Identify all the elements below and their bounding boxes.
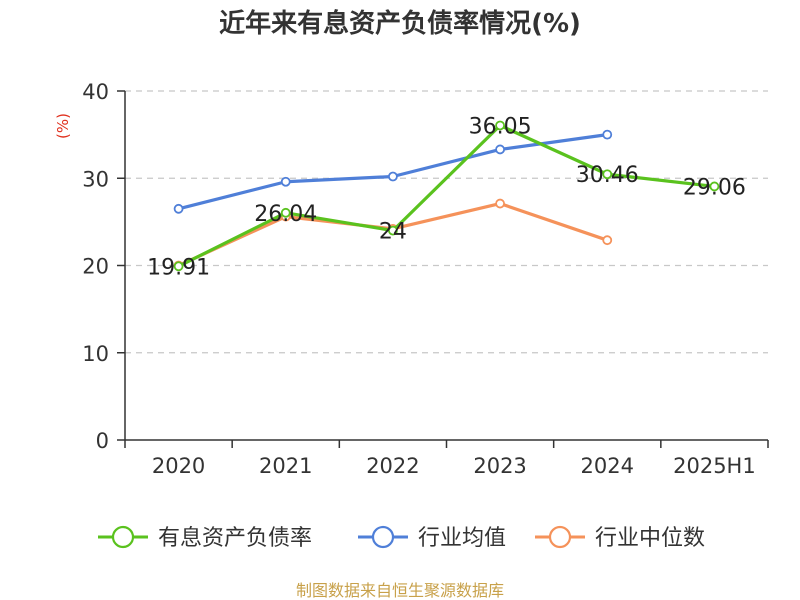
series-lines	[173, 120, 720, 272]
legend-swatch-marker	[111, 525, 135, 549]
axes: 0 10 20 30 40 2020 2021 2022 2023 2024 2025H1	[82, 80, 769, 478]
y-tick-label: 0	[96, 429, 109, 453]
data-point[interactable]	[173, 203, 184, 214]
legend-item[interactable]: 行业中位数	[535, 525, 705, 551]
data-point[interactable]	[495, 198, 505, 209]
series-有息资产负债率	[173, 120, 720, 272]
data-label: 36.05	[469, 114, 532, 139]
x-tick-label: 2021	[259, 454, 312, 478]
y-tick-label: 20	[82, 255, 109, 279]
data-label: 29.06	[683, 175, 746, 200]
chart-title: 近年来有息资产负债率情况(%)	[219, 8, 581, 39]
data-point[interactable]	[173, 261, 184, 272]
data-point[interactable]	[388, 171, 398, 182]
data-label: 30.46	[576, 163, 639, 188]
data-point[interactable]	[495, 144, 505, 155]
data-point[interactable]	[280, 176, 291, 187]
x-tick-label: 2025H1	[673, 454, 756, 478]
data-point[interactable]	[280, 207, 291, 218]
legend-item[interactable]: 有息资产负债率	[98, 525, 312, 551]
y-tick-label: 40	[82, 80, 109, 104]
grid-lines	[125, 90, 768, 354]
data-label: 26.04	[254, 202, 317, 227]
legend-swatch-marker	[548, 525, 572, 549]
data-point[interactable]	[602, 235, 613, 246]
y-axis-unit: (%)	[54, 113, 72, 139]
legend[interactable]: 有息资产负债率 行业均值 行业中位数	[98, 525, 705, 551]
x-tick-label: 2023	[473, 454, 526, 478]
data-point[interactable]	[388, 225, 398, 236]
legend-swatch-marker	[371, 525, 395, 549]
legend-label: 有息资产负债率	[158, 526, 312, 551]
x-tick-label: 2022	[366, 454, 419, 478]
data-point[interactable]	[495, 120, 505, 131]
x-tick-label: 2020	[152, 454, 205, 478]
data-label: 24	[379, 220, 407, 245]
data-point[interactable]	[602, 169, 613, 180]
x-tick-label: 2024	[581, 454, 634, 478]
legend-label: 行业中位数	[595, 526, 705, 551]
series-行业均值	[173, 129, 613, 214]
data-point[interactable]	[709, 181, 720, 192]
y-tick-label: 30	[82, 167, 109, 191]
source-note: 制图数据来自恒生聚源数据库	[296, 581, 504, 600]
legend-label: 行业均值	[418, 526, 506, 551]
data-labels: 19.91 26.04 24 36.05 30.46 29.06	[147, 114, 746, 280]
series-line	[177, 123, 715, 268]
legend-item[interactable]: 行业均值	[358, 525, 506, 551]
data-point[interactable]	[602, 129, 613, 140]
y-tick-label: 10	[82, 342, 109, 366]
data-label: 19.91	[147, 255, 210, 280]
